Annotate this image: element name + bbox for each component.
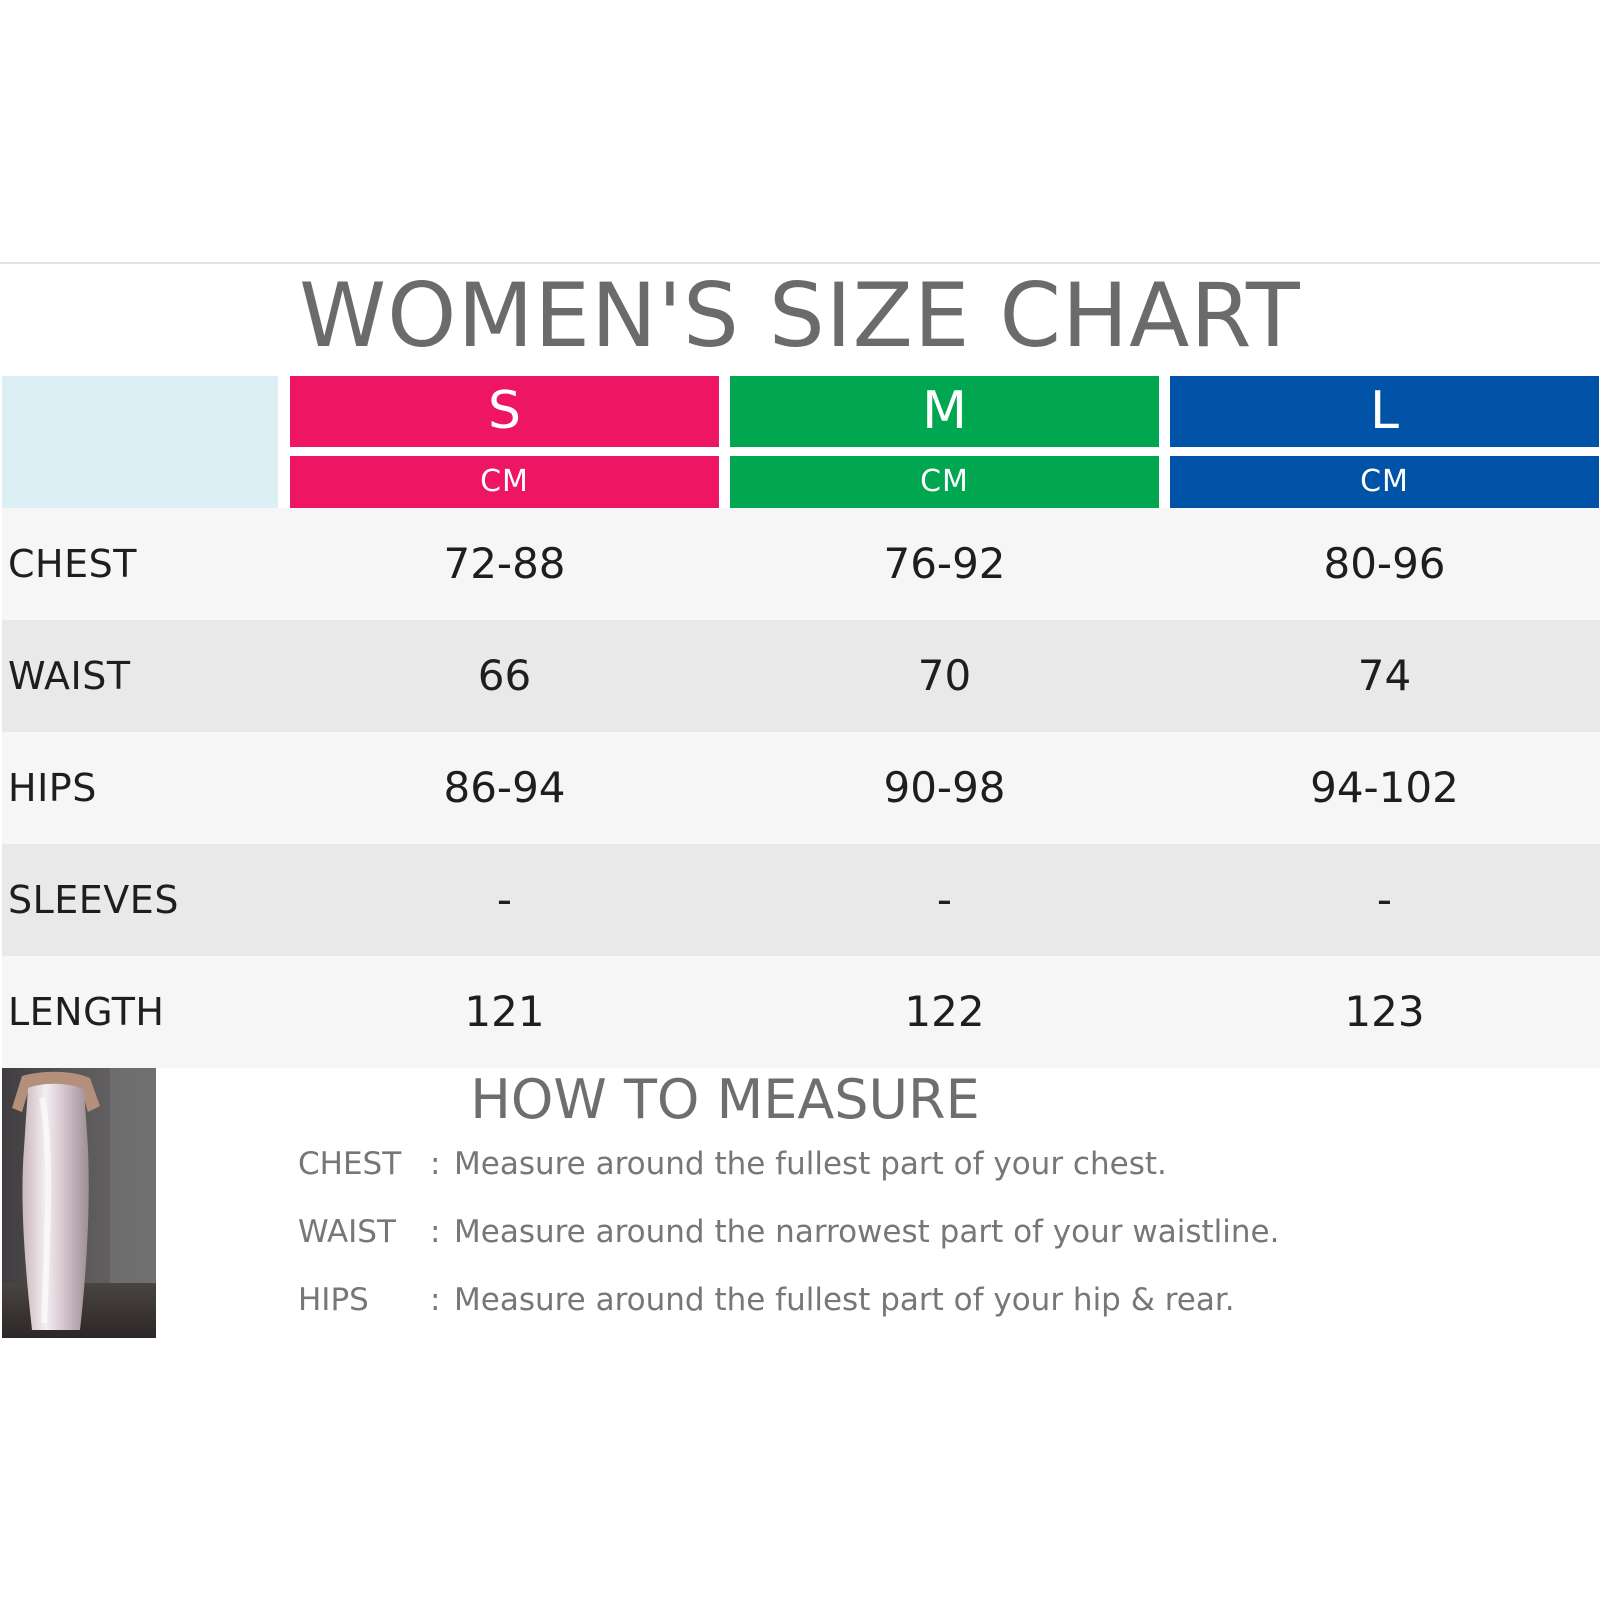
row-label: SLEEVES <box>8 878 179 922</box>
row-label: LENGTH <box>8 990 165 1034</box>
size-column-s: S CM <box>290 376 719 508</box>
measure-instruction-chest: CHEST: Measure around the fullest part of… <box>298 1144 1167 1184</box>
cell-value: - <box>1376 875 1393 924</box>
size-unit-m: CM <box>730 456 1159 508</box>
measure-colon: : <box>430 1146 441 1182</box>
measure-text: Measure around the fullest part of your … <box>454 1146 1167 1182</box>
size-unit-s: CM <box>290 456 719 508</box>
measure-instruction-hips: HIPS: Measure around the fullest part of … <box>298 1280 1235 1320</box>
size-unit-l: CM <box>1170 456 1599 508</box>
table-row-hips: HIPS 86-94 90-98 94-102 <box>2 732 1600 844</box>
size-letter-s: S <box>290 376 719 447</box>
size-letter-l: L <box>1170 376 1599 447</box>
measure-label: CHEST <box>298 1146 402 1182</box>
size-letter-m: M <box>730 376 1159 447</box>
cell-value: 70 <box>917 651 972 700</box>
cell-value: 90-98 <box>883 763 1006 812</box>
cell-value: 76-92 <box>883 539 1006 588</box>
measure-label: HIPS <box>298 1282 369 1318</box>
measure-text: Measure around the fullest part of your … <box>454 1282 1235 1318</box>
page-title: WOMEN'S SIZE CHART <box>299 264 1301 367</box>
cell-value: 94-102 <box>1310 763 1459 812</box>
table-row-length: LENGTH 121 122 123 <box>2 956 1600 1068</box>
size-column-m: M CM <box>730 376 1159 508</box>
model-photo <box>2 1068 156 1338</box>
table-row-sleeves: SLEEVES - - - <box>2 844 1600 956</box>
row-label: WAIST <box>8 654 131 698</box>
measure-instruction-waist: WAIST: Measure around the narrowest part … <box>298 1212 1279 1252</box>
size-column-l: L CM <box>1170 376 1599 508</box>
measure-text: Measure around the narrowest part of you… <box>454 1214 1280 1250</box>
cell-value: 74 <box>1357 651 1412 700</box>
cell-value: 123 <box>1344 987 1425 1036</box>
measure-colon: : <box>430 1214 441 1250</box>
measure-colon: : <box>430 1282 441 1318</box>
cell-value: 72-88 <box>443 539 566 588</box>
row-label: HIPS <box>8 766 97 810</box>
top-divider <box>0 262 1600 264</box>
measure-label: WAIST <box>298 1214 396 1250</box>
cell-value: 122 <box>904 987 985 1036</box>
cell-value: - <box>496 875 513 924</box>
header-corner-cell <box>2 376 278 508</box>
how-to-measure-title: HOW TO MEASURE <box>470 1068 980 1131</box>
table-row-waist: WAIST 66 70 74 <box>2 620 1600 732</box>
cell-value: 86-94 <box>443 763 566 812</box>
cell-value: 121 <box>464 987 545 1036</box>
row-label: CHEST <box>8 542 137 586</box>
cell-value: - <box>936 875 953 924</box>
size-table: CHEST 72-88 76-92 80-96 WAIST 66 70 74 H… <box>2 508 1600 1068</box>
table-row-chest: CHEST 72-88 76-92 80-96 <box>2 508 1600 620</box>
cell-value: 66 <box>477 651 532 700</box>
cell-value: 80-96 <box>1323 539 1446 588</box>
